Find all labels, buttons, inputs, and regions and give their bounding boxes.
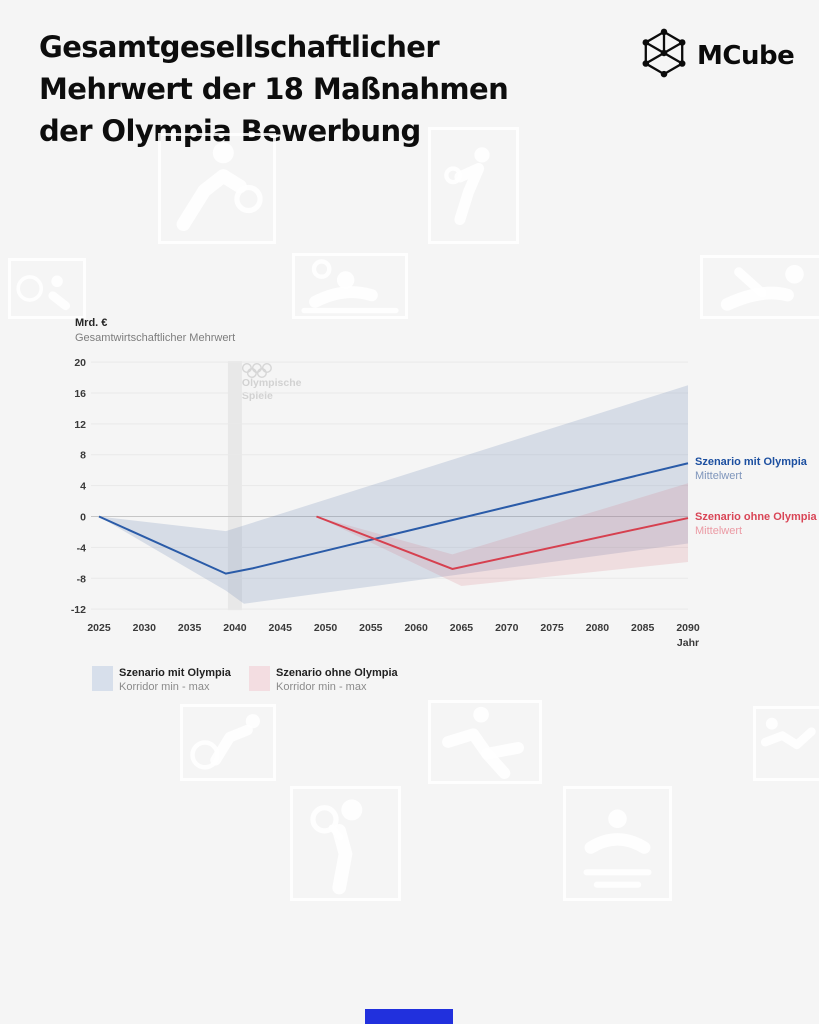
series-sublabel: Mittelwert [695,470,743,482]
footer-accent-bar [365,1009,453,1024]
x-tick-label: 2060 [404,622,428,634]
y-tick-label: 4 [80,481,86,493]
brand-logo: MCube [641,28,795,83]
page-title: Gesamtgesellschaftlicher Mehrwert der 18… [39,26,599,152]
pictogram-gymnastics-icon [753,706,819,781]
x-tick-label: 2055 [359,622,383,634]
x-tick-label: 2090 [676,622,700,634]
legend-label: Szenario mit Olympia [119,667,231,679]
x-tick-label: 2080 [586,622,610,634]
title-line-3: der Olympia Bewerbung [39,114,421,148]
y-tick-label: 20 [74,357,86,369]
pictogram-water-polo-icon [292,253,408,319]
pictogram-taekwondo-icon [428,700,542,784]
y-tick-label: -12 [71,604,86,616]
olympic-band-label: Spiele [242,390,273,402]
brand-name: MCube [697,40,795,71]
x-tick-label: 2070 [495,622,519,634]
x-tick-label: 2050 [314,622,338,634]
legend-swatch-blue [92,666,113,691]
y-tick-label: 0 [80,512,86,524]
y-tick-label: 16 [74,388,86,400]
series-label-mit-olympia: Szenario mit Olympia Mittelwert [695,455,807,483]
x-tick-label: 2065 [450,622,474,634]
x-tick-label: 2045 [269,622,293,634]
pictogram-swimming-icon [563,786,672,901]
olympic-band-label: Olympische [242,377,302,389]
y-tick-label: -4 [77,542,86,554]
series-name: Szenario mit Olympia [695,456,807,468]
legend-sublabel: Korridor min - max [119,681,210,693]
cube-logo-icon [641,28,687,83]
mean-line-mit-olympia [98,462,689,575]
y-tick-label: 8 [80,450,86,462]
y-axis-unit-label: Mrd. € [75,317,108,329]
y-tick-label: 12 [74,419,86,431]
title-line-2: Mehrwert der 18 Maßnahmen [39,72,509,106]
series-name: Szenario ohne Olympia [695,511,817,523]
x-tick-label: 2030 [133,622,157,634]
title-line-1: Gesamtgesellschaftlicher [39,30,440,64]
y-tick-label: -8 [77,573,86,585]
series-sublabel: Mittelwert [695,525,743,537]
y-gridlines: 20 16 12 8 4 0 -4 -8 -12 [71,357,688,616]
pictogram-hoop-gymnastics-icon [8,258,86,319]
x-tick-label: 2040 [223,622,247,634]
x-tick-label: 2025 [87,622,111,634]
legend-label: Szenario ohne Olympia [276,667,398,679]
corridor-mit-olympia [99,385,688,604]
legend-item-ohne-olympia: Szenario ohne Olympia Korridor min - max [249,666,398,694]
legend-item-mit-olympia: Szenario mit Olympia Korridor min - max [92,666,231,694]
pictogram-cycling-icon [180,704,276,781]
x-tick-label: 2085 [631,622,655,634]
pictogram-tennis-icon [290,786,401,901]
mean-line-ohne-olympia [316,515,689,571]
x-tick-label: 2075 [540,622,564,634]
legend-sublabel: Korridor min - max [276,681,367,693]
x-axis: 2025 2030 2035 2040 2045 2050 2055 2060 2065 2070… [87,622,700,649]
x-axis-label: Jahr [677,637,699,649]
pictogram-handball-icon [158,133,276,244]
pictogram-boxing-icon [428,127,519,244]
olympic-rings-icon [241,363,272,379]
legend-swatch-red [249,666,270,691]
series-label-ohne-olympia: Szenario ohne Olympia Mittelwert [695,510,817,538]
x-tick-label: 2035 [178,622,202,634]
y-axis-subtitle: Gesamtwirtschaftlicher Mehrwert [75,332,236,344]
pictogram-archery-icon [700,255,819,319]
corridor-ohne-olympia [316,483,688,586]
